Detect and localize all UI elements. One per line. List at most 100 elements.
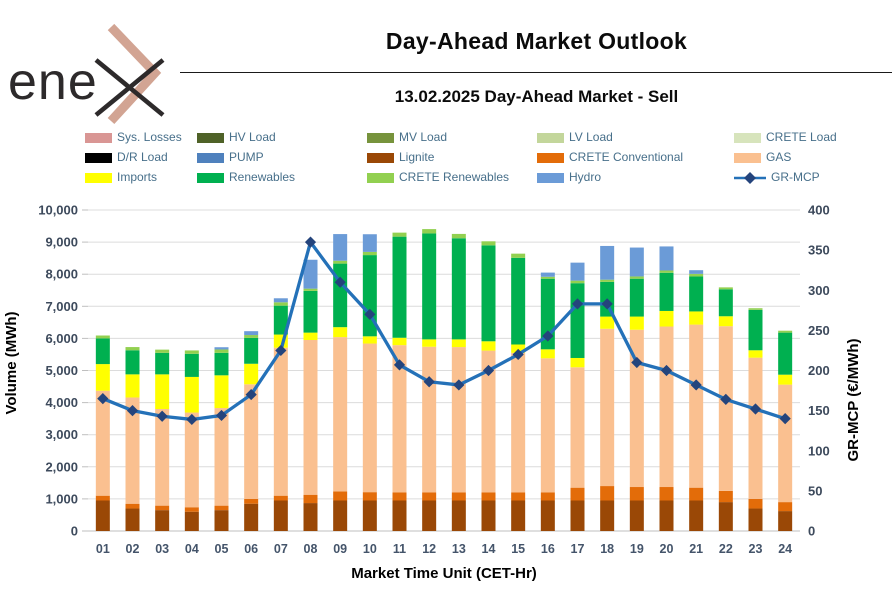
legend-item-pump: PUMP xyxy=(197,151,367,164)
bar-segment-hydro xyxy=(659,246,674,271)
logo-chevron-icon xyxy=(107,23,162,125)
bar-segment-crete-renewables xyxy=(184,350,199,354)
bar-segment-crete-renewables xyxy=(422,229,437,234)
x-axis-tick-label: 03 xyxy=(155,542,169,556)
bar-segment-crete-conventional xyxy=(125,503,140,509)
bar-segment-imports xyxy=(659,310,674,327)
bar-segment-renewables xyxy=(95,338,110,365)
bar-segment-imports xyxy=(244,363,259,385)
logo-x-stroke-2-icon xyxy=(94,58,165,117)
x-axis-tick-label: 07 xyxy=(274,542,288,556)
legend-label: GAS xyxy=(766,150,792,164)
x-axis-tick-label: 17 xyxy=(571,542,585,556)
bar-segment-renewables xyxy=(214,352,229,376)
x-axis-tick-label: 04 xyxy=(185,542,199,556)
bar-segment-imports xyxy=(303,332,318,341)
right-axis-tick-label: 350 xyxy=(808,243,830,258)
gr-mcp-line-swatch-icon xyxy=(734,171,766,184)
bar-segment-renewables xyxy=(184,353,199,377)
legend-label: LV Load xyxy=(569,130,613,144)
bar-segment-crete-conventional xyxy=(659,487,674,501)
bar-segment-hydro xyxy=(273,298,288,303)
bar-segment-renewables xyxy=(778,332,793,375)
bar-segment-imports xyxy=(481,341,496,351)
enex-logo: ene xyxy=(8,23,165,125)
right-axis-tick-label: 0 xyxy=(808,524,815,539)
gr-mcp-marker xyxy=(720,393,732,405)
bar-segment-renewables xyxy=(273,305,288,335)
legend-item-lignite: Lignite xyxy=(367,151,537,164)
bar-segment-crete-renewables xyxy=(481,241,496,246)
bar-segment-gas xyxy=(748,357,763,499)
mv-load-swatch-icon xyxy=(367,132,394,143)
bar-segment-renewables xyxy=(244,337,259,364)
lv-load-swatch-icon xyxy=(537,132,564,143)
bar-segment-imports xyxy=(689,311,704,325)
bar-segment-renewables xyxy=(659,272,674,311)
bar-segment-hydro xyxy=(362,234,377,252)
legend-item-gr-mcp: GR-MCP xyxy=(734,171,890,184)
bar-segment-crete-conventional xyxy=(570,487,585,501)
axis-labels: 0 1,000 2,000 3,000 4,000 5,000 6,000 7,000 8,00… xyxy=(38,203,829,557)
bar-segment-lignite xyxy=(511,500,526,531)
x-axis-tick-label: 11 xyxy=(393,542,406,556)
crete-load-swatch-icon xyxy=(734,132,761,143)
left-axis-title: Volume (MWh) xyxy=(3,311,20,414)
gridlines xyxy=(82,209,800,532)
bar-segment-gas xyxy=(451,347,466,493)
bar-segment-crete-renewables xyxy=(155,349,170,353)
bar-segment-renewables xyxy=(689,276,704,312)
bar-segment-crete-conventional xyxy=(184,507,199,512)
x-axis-tick-label: 06 xyxy=(244,542,258,556)
gr-mcp-marker xyxy=(186,413,198,426)
renewables-swatch-icon xyxy=(197,172,224,183)
bar-segment-renewables xyxy=(570,283,585,358)
legend-label: Imports xyxy=(117,170,158,184)
bar-segment-hydro xyxy=(303,259,318,289)
x-axis-tick-label: 18 xyxy=(600,542,614,556)
bar-segment-crete-renewables xyxy=(689,273,704,277)
d-r-load-swatch-icon xyxy=(85,152,112,163)
bar-segment-imports xyxy=(451,339,466,348)
x-axis-tick-label: 09 xyxy=(333,542,347,556)
bar-segment-crete-conventional xyxy=(303,494,318,504)
left-axis-tick-label: 3,000 xyxy=(45,427,78,442)
x-axis-tick-label: 19 xyxy=(630,542,644,556)
left-axis-tick-label: 0 xyxy=(71,524,78,539)
bar-segment-gas xyxy=(422,346,437,493)
bar-segment-imports xyxy=(333,327,348,338)
x-axis-tick-label: 14 xyxy=(482,542,496,556)
bar-segment-lignite xyxy=(125,508,140,531)
bar-segment-renewables xyxy=(748,309,763,351)
gr-mcp-line xyxy=(97,236,791,426)
bar-segment-crete-conventional xyxy=(481,492,496,501)
bar-segment-imports xyxy=(125,374,140,398)
bar-segment-crete-renewables xyxy=(451,233,466,239)
gr-mcp-marker xyxy=(215,409,228,422)
gr-mcp-polyline xyxy=(102,240,786,422)
bar-segment-gas xyxy=(333,337,348,492)
bar-segment-crete-renewables xyxy=(659,270,674,273)
bar-segment-imports xyxy=(629,316,644,330)
bar-segment-crete-renewables xyxy=(718,287,733,290)
bar-segment-lignite xyxy=(540,500,555,531)
x-axis-tick-label: 13 xyxy=(452,542,466,556)
right-axis-tick-label: 50 xyxy=(808,483,822,498)
left-axis-tick-label: 1,000 xyxy=(45,491,78,506)
x-axis-tick-label: 24 xyxy=(778,542,792,556)
bar-segment-gas xyxy=(600,328,615,487)
gr-mcp-marker xyxy=(542,330,554,342)
bar-segment-crete-conventional xyxy=(155,505,170,511)
bar-segment-imports xyxy=(718,316,733,327)
bar-segment-gas xyxy=(659,326,674,488)
legend-label: Renewables xyxy=(229,170,296,184)
x-axis-tick-label: 12 xyxy=(422,542,436,556)
bar-segment-crete-conventional xyxy=(600,486,615,501)
left-axis-tick-label: 5,000 xyxy=(45,363,78,378)
chart-area: 0 1,000 2,000 3,000 4,000 5,000 6,000 7,000 8,00… xyxy=(0,195,895,592)
left-axis-tick-label: 7,000 xyxy=(45,299,78,314)
bar-segment-gas xyxy=(778,384,793,503)
bar-segment-renewables xyxy=(511,257,526,345)
bar-segment-renewables xyxy=(125,350,140,375)
combo-chart: 0 1,000 2,000 3,000 4,000 5,000 6,000 7,000 8,00… xyxy=(3,203,862,583)
